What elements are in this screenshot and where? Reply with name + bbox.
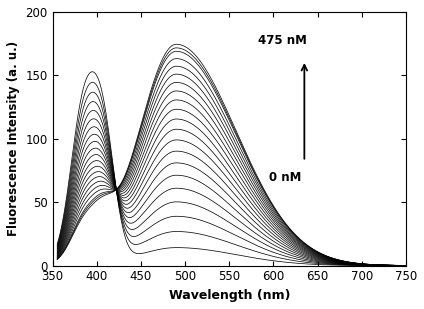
X-axis label: Wavelength (nm): Wavelength (nm) — [168, 289, 290, 302]
Text: 475 nM: 475 nM — [258, 35, 307, 48]
Y-axis label: Fluorescence Intensity (a. u.): Fluorescence Intensity (a. u.) — [7, 41, 20, 236]
Text: 0 nM: 0 nM — [269, 171, 301, 184]
